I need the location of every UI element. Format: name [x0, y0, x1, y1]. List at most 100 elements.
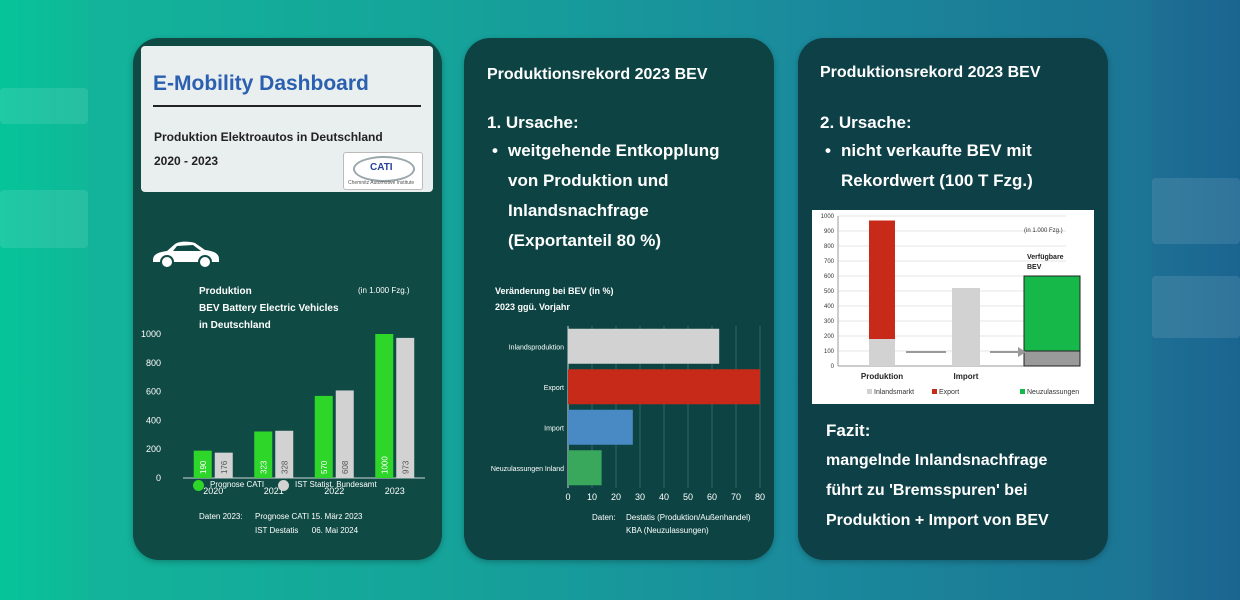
y-tick-label: 200 [146, 444, 161, 454]
fazit-title: Fazit: [826, 421, 871, 440]
panel2-heading: Produktionsrekord 2023 BEV [487, 66, 708, 83]
x-tick-label: 2023 [385, 486, 405, 496]
cause2-line1: nicht verkaufte BEV mit [841, 141, 1032, 160]
x-tick-label: 40 [659, 492, 669, 502]
dashboard-panel-production: E-Mobility Dashboard Produktion Elektroa… [133, 38, 442, 560]
x-tick-label: 10 [587, 492, 597, 502]
chart3-unit-note: (in 1.000 Fzg.) [1024, 228, 1063, 234]
x-tick-label: 50 [683, 492, 693, 502]
x-tick-label: 30 [635, 492, 645, 502]
bar-ist [275, 430, 294, 478]
y-tick-label: 600 [824, 274, 835, 280]
cause1-title: 1. Ursache: [487, 113, 579, 132]
cati-logo: CATI Chemnitz Automotive Institute [343, 152, 423, 190]
x-category-label: Produktion [861, 372, 903, 381]
y-tick-label: 800 [146, 358, 161, 368]
cause1-line2: von Produktion und [508, 171, 669, 190]
stacked-bar-segment [1023, 275, 1081, 352]
hbar [568, 409, 633, 445]
chart2-source-line1: Destatis (Produktion/Außenhandel) [626, 513, 751, 522]
x-tick-label: 2022 [324, 486, 344, 496]
x-tick-label: 70 [731, 492, 741, 502]
bar-data-label: 323 [259, 460, 268, 474]
bar-data-label: 608 [341, 460, 350, 474]
logo-ring [353, 156, 415, 182]
x-tick-label: 60 [707, 492, 717, 502]
y-tick-label: 800 [824, 244, 835, 250]
logo-text: CATI [370, 162, 393, 173]
x-tick-label: 20 [611, 492, 621, 502]
chart3-card: 0 100 200 300 400 500 600 700 800 900 1000 Produkti… [812, 210, 1094, 404]
x-tick-label: 80 [755, 492, 765, 502]
chart2-title-line1: Veränderung bei BEV (in %) [495, 286, 614, 296]
x-tick-label: 0 [565, 492, 570, 502]
dashboard-panel-cause2: Produktionsrekord 2023 BEV 2. Ursache: •… [798, 38, 1108, 560]
fazit-line3: Produktion + Import von BEV [826, 512, 1049, 529]
bar-data-label: 973 [401, 460, 410, 474]
cause1-line3: Inlandsnachfrage [508, 201, 649, 220]
panel3-heading: Produktionsrekord 2023 BEV [820, 64, 1041, 81]
background-band [1152, 178, 1240, 244]
title-divider [153, 105, 421, 107]
stacked-bar-segment [1023, 350, 1081, 367]
legend-swatch-export [932, 389, 937, 394]
y-tick-label: 100 [824, 349, 835, 355]
chart1-unit-note: (in 1.000 Fzg.) [358, 286, 410, 295]
bar-prognose [375, 334, 394, 478]
bar-prognose [254, 431, 273, 478]
bar-prognose [314, 395, 333, 478]
y-tick-label: 500 [824, 289, 835, 295]
legend-label-inland: Inlandsmarkt [874, 389, 914, 396]
y-tick-label: 1000 [141, 329, 161, 339]
source-label: Daten 2023: [199, 512, 243, 521]
bar-ist [214, 452, 233, 478]
y-tick-label: 0 [831, 364, 835, 370]
car-icon [153, 241, 219, 269]
y-category-label: Inlandsproduktion [509, 344, 564, 351]
chart1-title-line1: Produktion [199, 286, 252, 297]
legend-swatch-neu [1020, 389, 1025, 394]
bar-data-label: 328 [280, 460, 289, 474]
production-bar-chart: 0 200 400 600 800 1000 190 176 2020 323 328 2021 570… [141, 329, 425, 496]
stacked-bar-segment [869, 339, 895, 366]
cause2-title: 2. Ursache: [820, 113, 912, 132]
dashboard-panel-cause1: Produktionsrekord 2023 BEV 1. Ursache: •… [464, 38, 774, 560]
cause1-line4: (Exportanteil 80 %) [508, 231, 662, 250]
availability-stacked-chart: 0 100 200 300 400 500 600 700 800 900 1000 Produkti… [821, 214, 1081, 396]
bar-data-label: 176 [220, 460, 229, 474]
bar-data-label: 1000 [380, 456, 389, 474]
cause1-line1: weitgehende Entkopplung [508, 141, 720, 160]
cause2-line2: Rekordwert (100 T Fzg.) [841, 171, 1033, 190]
bar-prognose [193, 450, 212, 478]
y-tick-label: 400 [146, 415, 161, 425]
background-right-edge [1152, 0, 1240, 600]
bar-ist [396, 337, 415, 478]
chart1-title-line2: BEV Battery Electric Vehicles [199, 303, 339, 314]
available-label-line2: BEV [1027, 264, 1042, 271]
hbar [568, 450, 602, 486]
y-tick-label: 300 [824, 319, 835, 325]
background-band [0, 88, 88, 124]
legend-swatch-ist [278, 480, 289, 491]
chart2-source-label: Daten: [592, 513, 616, 522]
chart2-source-line2: KBA (Neuzulassungen) [626, 526, 709, 535]
dashboard-title: E-Mobility Dashboard [153, 72, 369, 95]
source-line2: IST Destatis 06. Mai 2024 [255, 526, 359, 535]
fazit-line1: mangelnde Inlandsnachfrage [826, 452, 1048, 469]
subtitle-line2: 2020 - 2023 [154, 154, 219, 168]
legend-label-ist: IST Statist. Bundesamt [295, 480, 377, 489]
legend-swatch-inland [867, 389, 872, 394]
background-left-edge [0, 0, 88, 600]
y-category-label: Neuzulassungen Inland [491, 466, 564, 473]
y-tick-label: 0 [156, 473, 161, 483]
y-tick-label: 700 [824, 259, 835, 265]
y-tick-label: 200 [824, 334, 835, 340]
legend-label-prognose: Prognose CATI [210, 480, 265, 489]
source-line1: Prognose CATI 15. März 2023 [255, 512, 363, 521]
background-band [1152, 276, 1240, 338]
background-band [0, 190, 88, 248]
legend-label-neu: Neuzulassungen [1027, 389, 1079, 396]
stacked-bar-segment [869, 220, 895, 339]
bar-data-label: 570 [320, 460, 329, 474]
available-label-line1: Verfügbare [1027, 254, 1064, 261]
